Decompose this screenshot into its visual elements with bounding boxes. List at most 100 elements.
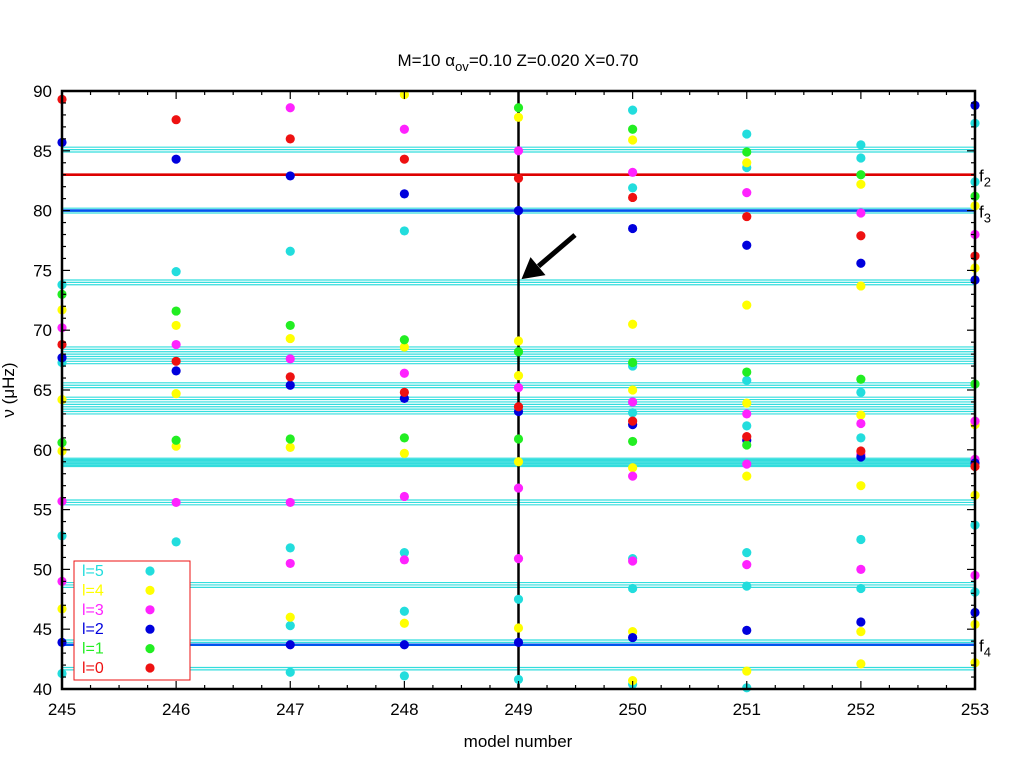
- point-l1-8: [399, 433, 409, 443]
- point-l5-8: [285, 246, 295, 256]
- point-l4-16: [513, 336, 524, 346]
- point-l3-13: [399, 555, 409, 565]
- point-l5-28: [742, 375, 752, 386]
- point-l2-20: [742, 625, 752, 635]
- y-axis-title: ν (μHz): [0, 362, 18, 417]
- point-l3-15: [513, 383, 524, 393]
- legend-label-l1: l=1: [82, 641, 104, 658]
- point-l0-3: [171, 356, 181, 366]
- legend: l=5 l=4 l=3 l=2 l=1 l=0: [73, 560, 191, 681]
- axis-ticks: 245 246 247 248 249 250 251 252 253 40 45 50 55 60 65 7…: [33, 82, 989, 719]
- point-l5-36: [856, 433, 866, 443]
- point-l4-21: [628, 319, 638, 329]
- point-l1-10: [513, 347, 524, 357]
- point-l4-12: [399, 342, 409, 352]
- point-l2-17: [628, 632, 638, 643]
- point-l4-17: [513, 371, 524, 381]
- data-points: [57, 89, 980, 693]
- point-l4-15: [513, 112, 524, 122]
- point-l5-18: [628, 105, 638, 115]
- point-l4-13: [399, 448, 409, 458]
- chart-title-prefix: M=10 α: [398, 51, 456, 70]
- point-l3-22: [742, 188, 752, 198]
- legend-label-l3: l=3: [82, 602, 104, 619]
- legend-marker-l0: [145, 663, 155, 673]
- identified-frequency-label-1: f3: [979, 203, 991, 226]
- point-l1-14: [628, 436, 638, 447]
- y-tick-label-60: 60: [33, 441, 52, 460]
- point-l3-20: [628, 471, 638, 481]
- point-l1-15: [742, 147, 752, 157]
- point-l5-9: [285, 543, 295, 553]
- point-l2-6: [285, 171, 295, 181]
- point-l4-36: [856, 659, 866, 669]
- point-l5-22: [628, 408, 638, 418]
- y-tick-label-90: 90: [33, 82, 52, 101]
- point-l5-33: [856, 140, 866, 150]
- point-l4-10: [285, 612, 295, 622]
- point-l3-25: [742, 560, 752, 570]
- point-l2-8: [285, 640, 295, 650]
- y-tick-label-45: 45: [33, 620, 52, 639]
- chart-title: M=10 αov=0.10 Z=0.020 X=0.70: [398, 51, 639, 74]
- point-l3-10: [399, 124, 409, 134]
- arrow-shaft: [536, 233, 577, 269]
- y-tick-label-50: 50: [33, 560, 52, 579]
- point-l0-4: [285, 134, 295, 144]
- point-l4-25: [628, 676, 638, 686]
- point-l3-12: [399, 491, 409, 502]
- point-l4-35: [856, 626, 866, 637]
- point-l4-9: [285, 442, 295, 453]
- point-l2-21: [856, 258, 866, 268]
- point-l0-7: [399, 387, 409, 397]
- legend-label-l4: l=4: [82, 582, 104, 599]
- x-tick-label-246: 246: [162, 700, 190, 719]
- point-l4-22: [628, 385, 638, 395]
- point-l4-29: [742, 471, 752, 481]
- point-l5-19: [628, 183, 638, 193]
- point-l1-16: [742, 367, 752, 377]
- point-l4-8: [285, 333, 295, 344]
- point-l4-19: [513, 623, 524, 633]
- point-l4-33: [856, 410, 866, 420]
- point-l3-27: [856, 418, 866, 429]
- point-l2-9: [399, 189, 409, 199]
- point-l0-14: [856, 231, 866, 241]
- point-l3-21: [628, 556, 638, 566]
- point-l3-7: [285, 354, 295, 364]
- legend-label-l5: l=5: [82, 563, 104, 580]
- y-tick-label-65: 65: [33, 381, 52, 400]
- point-l0-5: [285, 372, 295, 382]
- point-l2-3: [171, 154, 181, 164]
- point-l3-6: [285, 103, 295, 113]
- point-l3-19: [628, 397, 638, 407]
- point-l1-17: [742, 440, 752, 450]
- point-l4-18: [513, 457, 524, 467]
- point-l5-5: [171, 537, 181, 547]
- y-tick-label-75: 75: [33, 261, 52, 280]
- point-l2-12: [513, 206, 524, 216]
- point-l3-16: [513, 483, 524, 493]
- arrow-indicator: [521, 233, 577, 280]
- point-l0-8: [513, 173, 524, 183]
- point-l0-10: [628, 192, 638, 203]
- point-l5-13: [399, 548, 409, 558]
- point-l5-29: [742, 421, 752, 431]
- point-l1-2: [171, 306, 181, 316]
- x-axis-title: model number: [464, 732, 573, 751]
- x-tick-label-249: 249: [504, 700, 532, 719]
- y-tick-label-80: 80: [33, 202, 52, 221]
- point-l5-17: [513, 674, 524, 685]
- point-l1-12: [628, 124, 638, 134]
- legend-marker-l1: [145, 644, 155, 654]
- legend-marker-l3: [145, 605, 155, 615]
- point-l2-15: [628, 223, 638, 234]
- point-l1-5: [285, 320, 295, 331]
- legend-box: [73, 560, 191, 681]
- point-l5-30: [742, 548, 752, 558]
- arrow-head: [521, 257, 546, 280]
- point-l3-14: [513, 146, 524, 156]
- x-tick-label-253: 253: [961, 700, 989, 719]
- point-l5-14: [399, 606, 409, 616]
